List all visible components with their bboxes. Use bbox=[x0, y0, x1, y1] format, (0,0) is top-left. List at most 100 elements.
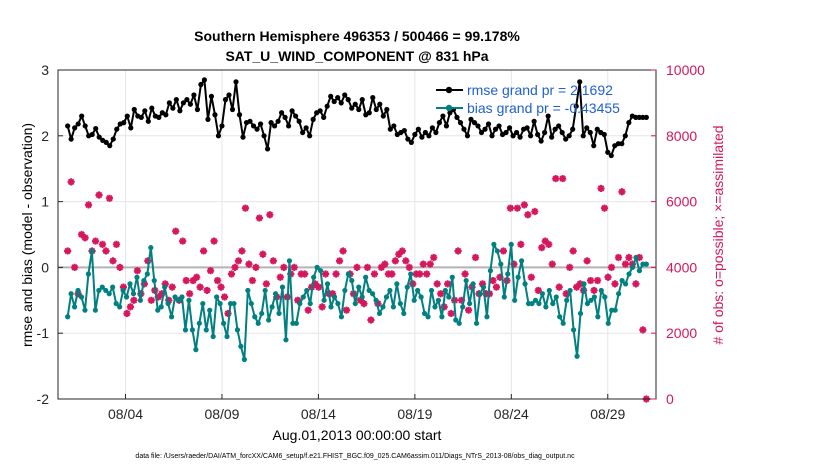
rmse-point bbox=[622, 133, 628, 139]
bias-point bbox=[345, 271, 351, 277]
bias-point bbox=[581, 281, 587, 287]
obs-point bbox=[611, 280, 619, 288]
obs-point bbox=[391, 257, 399, 265]
rmse-point bbox=[321, 114, 327, 120]
obs-point bbox=[64, 247, 72, 255]
obs-point bbox=[583, 257, 591, 265]
bias-point bbox=[480, 284, 487, 290]
rmse-point bbox=[415, 126, 421, 132]
bias-point bbox=[224, 333, 230, 340]
rmse-point bbox=[591, 143, 597, 149]
obs-point bbox=[593, 276, 602, 285]
obs-point bbox=[524, 211, 532, 219]
bias-point bbox=[193, 347, 199, 353]
rmse-point bbox=[184, 97, 190, 103]
bias-point bbox=[553, 294, 559, 300]
rmse-point bbox=[468, 116, 474, 122]
obs-point bbox=[301, 270, 309, 278]
bias-point bbox=[415, 287, 421, 294]
bias-point bbox=[335, 300, 341, 307]
obs-point bbox=[193, 273, 201, 281]
bias-point bbox=[130, 291, 137, 297]
obs-point bbox=[91, 237, 100, 245]
bias-point bbox=[85, 271, 92, 277]
rmse-point bbox=[338, 100, 344, 106]
bias-point bbox=[342, 287, 348, 294]
bias-point bbox=[636, 268, 643, 274]
bias-point bbox=[501, 294, 507, 300]
bias-point bbox=[595, 314, 601, 320]
legend-rmse-label: rmse grand pr = 2.1692 bbox=[467, 82, 613, 98]
obs-point bbox=[363, 263, 372, 271]
bias-point bbox=[612, 307, 618, 313]
bias-point bbox=[262, 287, 268, 294]
rmse-point bbox=[545, 113, 551, 119]
obs-point bbox=[196, 283, 204, 291]
obs-point bbox=[464, 306, 473, 314]
rmse-point bbox=[89, 131, 95, 138]
obs-point bbox=[231, 263, 239, 271]
rmse-point bbox=[391, 123, 397, 129]
rmse-point bbox=[496, 123, 502, 129]
rmse-point bbox=[429, 125, 436, 131]
rmse-point bbox=[145, 118, 151, 124]
rmse-point bbox=[166, 100, 172, 106]
obs-point bbox=[203, 286, 211, 295]
bias-point bbox=[505, 271, 511, 277]
rmse-point bbox=[247, 118, 253, 124]
bias-point bbox=[352, 300, 358, 307]
rmse-point bbox=[366, 110, 372, 116]
rmse-point bbox=[310, 116, 316, 122]
bias-point bbox=[158, 304, 164, 310]
bias-point bbox=[151, 277, 157, 284]
obs-point bbox=[280, 263, 288, 271]
rmse-point bbox=[626, 120, 632, 126]
bias-point bbox=[397, 300, 403, 307]
rmse-point bbox=[250, 123, 257, 129]
bias-point bbox=[591, 294, 597, 300]
right-y-tick-label: 4000 bbox=[666, 259, 697, 275]
bias-point bbox=[498, 261, 504, 267]
right-y-tick-label: 10000 bbox=[666, 62, 705, 78]
rmse-point bbox=[605, 149, 611, 155]
rmse-point bbox=[387, 126, 393, 132]
bias-point bbox=[71, 304, 78, 310]
rmse-point bbox=[380, 113, 386, 119]
obs-point bbox=[140, 280, 148, 288]
rmse-point bbox=[138, 114, 144, 120]
obs-point bbox=[342, 306, 351, 314]
bias-point bbox=[633, 254, 639, 261]
bias-point bbox=[570, 327, 577, 333]
rmse-point bbox=[538, 138, 544, 144]
bias-point bbox=[214, 294, 220, 300]
bias-point bbox=[318, 268, 324, 274]
left-y-tick-label: 3 bbox=[41, 62, 49, 78]
rmse-point bbox=[524, 125, 530, 131]
rmse-point bbox=[163, 112, 169, 118]
left-y-tick-label: 1 bbox=[41, 194, 49, 210]
bias-point bbox=[120, 287, 126, 294]
bias-point bbox=[304, 287, 310, 294]
rmse-point bbox=[222, 97, 229, 103]
obs-point bbox=[220, 293, 229, 301]
obs-point bbox=[234, 257, 243, 265]
rmse-point bbox=[275, 118, 281, 124]
bias-point bbox=[428, 287, 435, 294]
obs-point bbox=[377, 263, 385, 271]
rmse-point bbox=[471, 120, 478, 126]
obs-point bbox=[322, 270, 330, 278]
bias-point bbox=[356, 284, 362, 290]
bias-point bbox=[421, 310, 428, 317]
rmse-point bbox=[324, 103, 330, 109]
obs-point bbox=[370, 270, 379, 278]
bias-point bbox=[106, 291, 112, 297]
bias-point bbox=[567, 287, 573, 294]
rmse-point bbox=[96, 134, 102, 140]
obs-point bbox=[245, 260, 253, 268]
rmse-point bbox=[608, 152, 614, 159]
obs-point bbox=[520, 201, 528, 209]
rmse-point bbox=[194, 106, 201, 113]
chart-title: Southern Hemisphere 496353 / 500466 = 99… bbox=[194, 28, 520, 44]
rmse-point bbox=[110, 136, 116, 142]
obs-point bbox=[84, 201, 93, 209]
